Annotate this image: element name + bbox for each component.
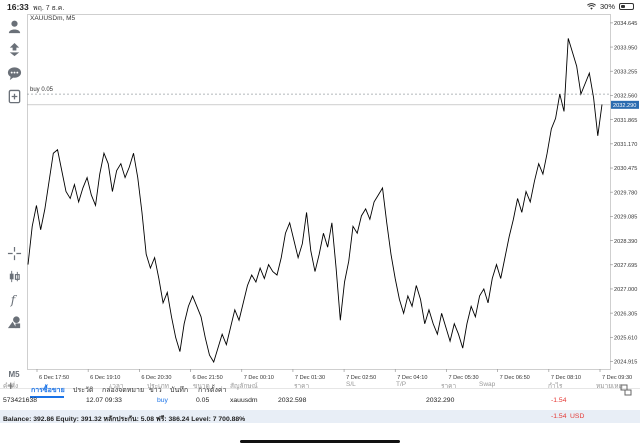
x-tick-label: 7 Dec 01:30 <box>295 375 325 381</box>
y-tick-label: 2027.695 <box>614 263 637 269</box>
chat-icon[interactable] <box>6 65 22 81</box>
x-tick-label: 6 Dec 19:10 <box>90 375 120 381</box>
header-profit: กำไร <box>548 383 563 390</box>
balance-bar: Balance: 392.86 Equity: 391.32 หลักประกั… <box>0 410 640 423</box>
y-tick-label: 2033.950 <box>614 45 637 51</box>
terminal-layout-icon[interactable] <box>620 384 632 396</box>
x-tick-label: 7 Dec 04:10 <box>397 375 427 381</box>
order-id: 573421638 <box>3 397 38 404</box>
price-line <box>27 38 603 364</box>
x-tick-label: 7 Dec 02:50 <box>346 375 376 381</box>
account-icon[interactable] <box>6 18 22 34</box>
header-type: ประเภท <box>147 383 169 390</box>
y-tick-label: 2028.390 <box>614 239 637 245</box>
status-date: พฤ. 7 ธ.ค. <box>33 4 65 12</box>
current-price-label: 2032.290 <box>613 103 636 109</box>
tab-trade[interactable]: การซื้อขาย <box>31 387 65 394</box>
timeframe-button[interactable]: M5 <box>8 369 20 379</box>
y-tick-label: 2034.645 <box>614 21 637 27</box>
y-tick-label: 2031.865 <box>614 118 637 124</box>
x-tick-label: 6 Dec 17:50 <box>39 375 69 381</box>
tab-history[interactable]: ประวัติ <box>73 387 94 394</box>
tab-journal[interactable]: บันทึก <box>170 387 189 394</box>
indicators-icon[interactable]: f <box>6 291 22 307</box>
tab-news[interactable]: ข่าว <box>149 387 162 394</box>
price-chart[interactable]: 2034.645 2033.950 2033.255 2032.560 2031.865… <box>27 14 640 382</box>
tab-settings[interactable]: การตั้งค่า <box>198 387 227 394</box>
order-size: 0.05 <box>196 397 210 404</box>
y-tick-label: 2030.475 <box>614 166 637 172</box>
balance-text: Balance: 392.86 Equity: 391.32 หลักประกั… <box>3 415 246 423</box>
current-price-badge <box>611 100 639 109</box>
terminal-tabs <box>0 388 640 402</box>
profit-currency: USD <box>570 412 585 420</box>
y-tick-label: 2032.560 <box>614 94 637 100</box>
status-right: 30% <box>587 2 634 11</box>
new-order-icon[interactable] <box>6 88 22 104</box>
y-tick-label: 2027.000 <box>614 287 637 293</box>
header-price: ราคา <box>294 383 310 390</box>
x-tick-label: 7 Dec 00:10 <box>244 375 274 381</box>
x-tick-label: 7 Dec 06:50 <box>500 375 530 381</box>
battery-percent: 30% <box>599 2 615 11</box>
battery-icon <box>619 3 634 10</box>
x-tick-label: 7 Dec 09:30 <box>602 375 632 381</box>
y-tick-label: 2033.255 <box>614 69 637 75</box>
trade-icon[interactable] <box>6 41 22 57</box>
x-tick-label: 6 Dec 21:50 <box>193 375 223 381</box>
tab-mailbox[interactable]: กล่องจดหมาย <box>102 387 145 394</box>
objects-icon[interactable] <box>6 314 22 330</box>
order-type: buy <box>157 397 168 404</box>
wifi-icon <box>587 3 596 10</box>
chart-toolbar: f M5 <box>0 14 27 384</box>
order-time: 12.07 09:33 <box>86 397 122 404</box>
order-open-price: 2032.598 <box>278 397 307 404</box>
active-tab-indicator <box>30 396 64 398</box>
y-tick-label: 2025.610 <box>614 336 637 342</box>
header-comment: หมายเหตุ <box>596 383 623 390</box>
total-profit: -1.54 <box>551 412 567 420</box>
order-symbol: xauusdm <box>230 397 258 404</box>
y-tick-label: 2026.305 <box>614 311 637 317</box>
header-current-price: ราคา <box>441 383 457 390</box>
chart-type-icon[interactable] <box>6 268 22 284</box>
header-tp: T/P <box>396 381 407 388</box>
order-row[interactable]: 573421638 12.07 09:33 buy 0.05 xauusdm 2… <box>0 397 640 409</box>
header-symbol: สัญลักษณ์ <box>230 383 258 390</box>
tab-bar: + การซื้อขาย ประวัติ กล่องจดหมาย ข่าว บั… <box>0 379 640 398</box>
order-current-price: 2032.290 <box>426 397 455 404</box>
home-indicator <box>240 440 400 443</box>
y-tick-label: 2029.085 <box>614 215 637 221</box>
header-swap: Swap <box>479 381 496 388</box>
y-tick-label: 2031.170 <box>614 142 637 148</box>
order-profit: -1.54 <box>551 397 567 404</box>
x-tick-label: 7 Dec 05:30 <box>448 375 478 381</box>
header-size: ขนาด <box>193 383 210 390</box>
orders-header: คำสั่ง เวลา ประเภท ขนาด สัญลักษณ์ ราคา S… <box>0 381 640 393</box>
status-time: 16:33 <box>7 2 29 12</box>
status-bar: 16:33 พฤ. 7 ธ.ค. 30% <box>0 0 640 14</box>
y-tick-label: 2024.915 <box>614 360 637 366</box>
crosshair-icon[interactable] <box>6 245 22 261</box>
svg-text:f: f <box>9 293 17 307</box>
chart-canvas[interactable]: 2034.645 2033.950 2033.255 2032.560 2031.865… <box>27 14 640 382</box>
chart-symbol: XAUUSDm, M5 <box>30 15 76 22</box>
add-icon[interactable]: + <box>7 378 15 393</box>
header-order: คำสั่ง <box>3 383 19 390</box>
buy-line-label: buy 0.05 <box>30 87 54 93</box>
x-tick-label: 6 Dec 20:30 <box>141 375 171 381</box>
header-sl: S/L <box>346 381 356 388</box>
y-tick-label: 2029.780 <box>614 190 637 196</box>
plot-frame <box>27 14 611 370</box>
x-tick-label: 7 Dec 08:10 <box>551 375 581 381</box>
header-time: เวลา <box>110 383 124 390</box>
